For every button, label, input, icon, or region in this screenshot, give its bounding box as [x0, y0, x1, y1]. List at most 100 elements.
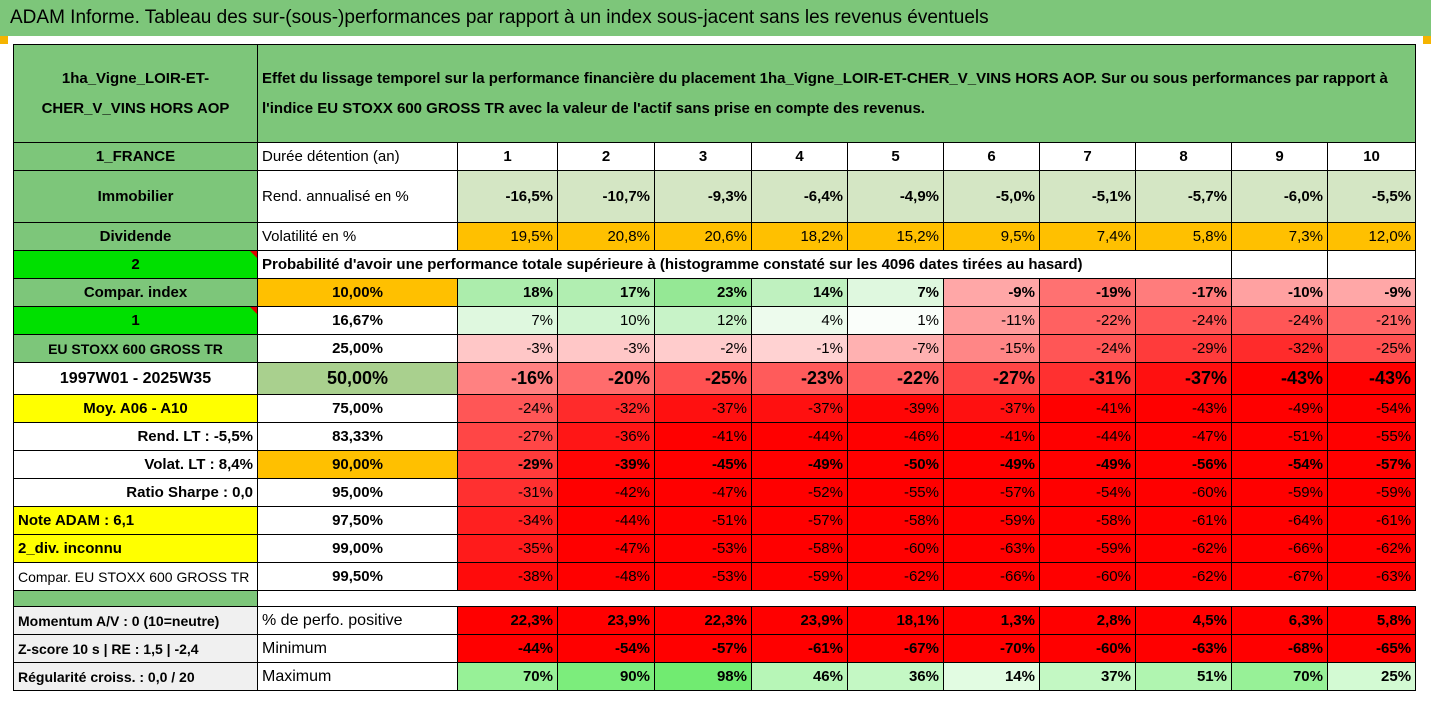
bottom-value: -65%	[1326, 634, 1417, 663]
year-header: 7	[1039, 142, 1136, 171]
bottom-value: 98%	[654, 662, 752, 691]
prob-value: -47%	[1135, 422, 1232, 451]
corner-mark	[0, 36, 8, 44]
empty-cell	[1326, 250, 1417, 279]
percentile: 50,00%	[257, 362, 458, 395]
left-label: EU STOXX 600 GROSS TR	[13, 334, 258, 363]
prob-value: -61%	[1135, 506, 1232, 535]
bottom-value: -67%	[847, 634, 944, 663]
bottom-value: 51%	[1135, 662, 1232, 691]
prob-value: -41%	[943, 422, 1040, 451]
bottom-metric-label: Maximum	[257, 662, 458, 691]
prob-value: -58%	[751, 534, 848, 563]
prob-value: -59%	[1231, 478, 1328, 507]
bottom-value: 70%	[457, 662, 558, 691]
year-header: 5	[847, 142, 944, 171]
percentile: 97,50%	[257, 506, 458, 535]
prob-value: -59%	[1326, 478, 1417, 507]
prob-value: -67%	[1231, 562, 1328, 591]
bottom-left-label: Régularité croiss. : 0,0 / 20	[13, 662, 258, 691]
prob-value: -61%	[1326, 506, 1417, 535]
bottom-metric-label: Minimum	[257, 634, 458, 663]
prob-value: -7%	[847, 334, 944, 363]
vol-value: 20,8%	[557, 222, 655, 251]
prob-value: -62%	[847, 562, 944, 591]
prob-value: -60%	[1039, 562, 1136, 591]
rend-value: -16,5%	[457, 170, 558, 223]
percentile: 16,67%	[257, 306, 458, 335]
prob-value: -9%	[1326, 278, 1417, 307]
prob-value: -29%	[1135, 334, 1232, 363]
rend-value: -9,3%	[654, 170, 752, 223]
bottom-value: 22,3%	[654, 606, 752, 635]
prob-value: -24%	[1039, 334, 1136, 363]
prob-value: -17%	[1135, 278, 1232, 307]
prob-value: -57%	[751, 506, 848, 535]
prob-value: -27%	[943, 362, 1040, 395]
prob-value: -35%	[457, 534, 558, 563]
prob-value: -49%	[943, 450, 1040, 479]
bottom-value: 5,8%	[1326, 606, 1417, 635]
prob-value: -63%	[1326, 562, 1417, 591]
prob-value: -1%	[751, 334, 848, 363]
prob-value: -59%	[1039, 534, 1136, 563]
prob-value: -51%	[1231, 422, 1328, 451]
prob-value: -43%	[1326, 362, 1417, 395]
prob-value: -39%	[847, 394, 944, 423]
prob-value: -63%	[943, 534, 1040, 563]
prob-value: -53%	[654, 562, 752, 591]
empty-cell	[1231, 250, 1328, 279]
vol-value: 18,2%	[751, 222, 848, 251]
prob-value: -57%	[1326, 450, 1417, 479]
bottom-value: 2,8%	[1039, 606, 1136, 635]
spacer-cell	[258, 591, 1416, 607]
prob-value: -59%	[751, 562, 848, 591]
prob-value: -49%	[1231, 394, 1328, 423]
prob-value: -22%	[847, 362, 944, 395]
rend-value: -4,9%	[847, 170, 944, 223]
vol-value: 20,6%	[654, 222, 752, 251]
prob-value: -58%	[847, 506, 944, 535]
prob-value: -58%	[1039, 506, 1136, 535]
performance-table: 1ha_Vigne_LOIR-ET-CHER_V_VINS HORS AOP Ef…	[13, 44, 1417, 691]
spacer-cell	[13, 590, 258, 607]
prob-value: 18%	[457, 278, 558, 307]
prob-value: -46%	[847, 422, 944, 451]
vol-value: 9,5%	[943, 222, 1040, 251]
category-label: Immobilier	[13, 170, 258, 223]
prob-value: -52%	[751, 478, 848, 507]
percentile: 25,00%	[257, 334, 458, 363]
prob-value: -62%	[1135, 562, 1232, 591]
year-header: 10	[1326, 142, 1417, 171]
prob-value: -19%	[1039, 278, 1136, 307]
percentile: 99,00%	[257, 534, 458, 563]
prob-value: 1%	[847, 306, 944, 335]
left-label: Moy. A06 - A10	[13, 394, 258, 423]
prob-value: 7%	[457, 306, 558, 335]
corner-mark	[1423, 36, 1431, 44]
left-label: 1	[13, 306, 258, 335]
prob-value: -36%	[557, 422, 655, 451]
bottom-value: -63%	[1135, 634, 1232, 663]
left-label: Compar. index	[13, 278, 258, 307]
prob-value: -41%	[654, 422, 752, 451]
prob-value: -56%	[1135, 450, 1232, 479]
prob-value: -62%	[1326, 534, 1417, 563]
prob-value: -42%	[557, 478, 655, 507]
bottom-value: -68%	[1231, 634, 1328, 663]
percentile: 90,00%	[257, 450, 458, 479]
region-label: 1_FRANCE	[13, 142, 258, 171]
prob-label: Probabilité d'avoir une performance tota…	[257, 250, 1232, 279]
bottom-value: 23,9%	[751, 606, 848, 635]
year-header: 3	[654, 142, 752, 171]
prob-value: -32%	[557, 394, 655, 423]
bottom-value: -61%	[751, 634, 848, 663]
prob-value: -25%	[1326, 334, 1417, 363]
vol-value: 7,3%	[1231, 222, 1328, 251]
left-label: Rend. LT : -5,5%	[13, 422, 258, 451]
rend-label: Rend. annualisé en %	[257, 170, 458, 223]
prob-value: -10%	[1231, 278, 1328, 307]
prob-value: -32%	[1231, 334, 1328, 363]
prob-value: -24%	[457, 394, 558, 423]
prob-value: -15%	[943, 334, 1040, 363]
